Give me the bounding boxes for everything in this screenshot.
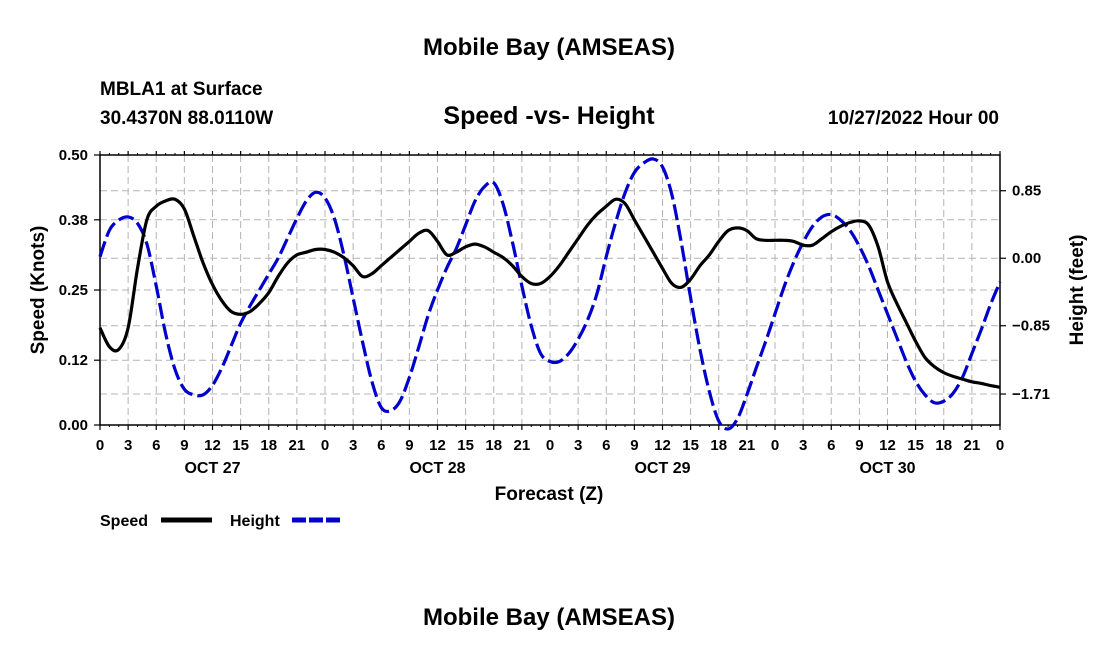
x-tick-label: 3	[799, 437, 807, 454]
x-tick-label: 3	[349, 437, 357, 454]
x-tick-label: 18	[710, 437, 727, 454]
right-axis-label: Height (feet)	[1067, 235, 1088, 346]
x-day-label: OCT 27	[184, 460, 240, 477]
x-tick-label: 18	[260, 437, 277, 454]
y-tick-label: 0.25	[59, 282, 88, 299]
left-axis-label: Speed (Knots)	[28, 226, 49, 355]
y-tick-label: 0.50	[59, 147, 88, 164]
x-tick-label: 21	[739, 437, 756, 454]
y2-tick-label: −0.85	[1012, 318, 1050, 335]
x-tick-label: 18	[485, 437, 502, 454]
x-tick-label: 12	[879, 437, 896, 454]
x-tick-label: 6	[152, 437, 160, 454]
station-coordinates: 30.4370N 88.0110W	[100, 108, 273, 129]
x-tick-label: 3	[574, 437, 582, 454]
forecast-datetime: 10/27/2022 Hour 00	[828, 108, 999, 129]
x-tick-label: 15	[457, 437, 474, 454]
legend: Speed Height	[100, 513, 342, 530]
x-day-label: OCT 29	[634, 460, 690, 477]
x-day-label: OCT 28	[409, 460, 465, 477]
y2-tick-label: 0.00	[1012, 250, 1041, 267]
plot-area: 0 3 6 9 12 15 18 21 0 3 6 9 12 15 18 21 0 3 6 9 12 15 18 21 0 3 6 9…	[59, 147, 1050, 477]
x-tick-label: 18	[935, 437, 952, 454]
x-day-label: OCT 30	[859, 460, 915, 477]
x-tick-label: 0	[321, 437, 329, 454]
speed-series-line	[98, 197, 1001, 389]
x-tick-label: 9	[630, 437, 638, 454]
legend-height-label: Height	[230, 513, 280, 530]
x-tick-label: 12	[654, 437, 671, 454]
x-tick-label: 0	[771, 437, 779, 454]
x-tick-label: 3	[124, 437, 132, 454]
x-tick-label: 6	[827, 437, 835, 454]
x-tick-label: 15	[232, 437, 249, 454]
figure-title: Mobile Bay (AMSEAS)	[423, 34, 675, 61]
y-tick-label: 0.00	[59, 417, 88, 434]
y2-tick-label: 0.85	[1012, 183, 1041, 200]
footer-title: Mobile Bay (AMSEAS)	[423, 604, 675, 631]
x-tick-label: 15	[682, 437, 699, 454]
x-tick-label: 15	[907, 437, 924, 454]
chart-title: Speed -vs- Height	[443, 102, 655, 130]
x-tick-label: 21	[514, 437, 531, 454]
x-tick-label: 0	[96, 437, 104, 454]
x-tick-label: 12	[429, 437, 446, 454]
x-tick-label: 9	[405, 437, 413, 454]
x-tick-label: 0	[546, 437, 554, 454]
x-tick-label: 6	[377, 437, 385, 454]
legend-speed-label: Speed	[100, 513, 148, 530]
x-axis-label: Forecast (Z)	[495, 484, 604, 505]
x-tick-label: 9	[855, 437, 863, 454]
x-tick-label: 6	[602, 437, 610, 454]
y-tick-label: 0.38	[59, 212, 88, 229]
station-label: MBLA1 at Surface	[100, 79, 263, 100]
x-tick-label: 21	[289, 437, 306, 454]
x-tick-label: 12	[204, 437, 221, 454]
x-tick-label: 0	[996, 437, 1004, 454]
x-tick-label: 21	[964, 437, 981, 454]
y2-tick-label: −1.71	[1012, 386, 1050, 403]
x-tick-label: 9	[180, 437, 188, 454]
y-tick-label: 0.12	[59, 352, 88, 369]
height-series-line	[98, 157, 1002, 431]
